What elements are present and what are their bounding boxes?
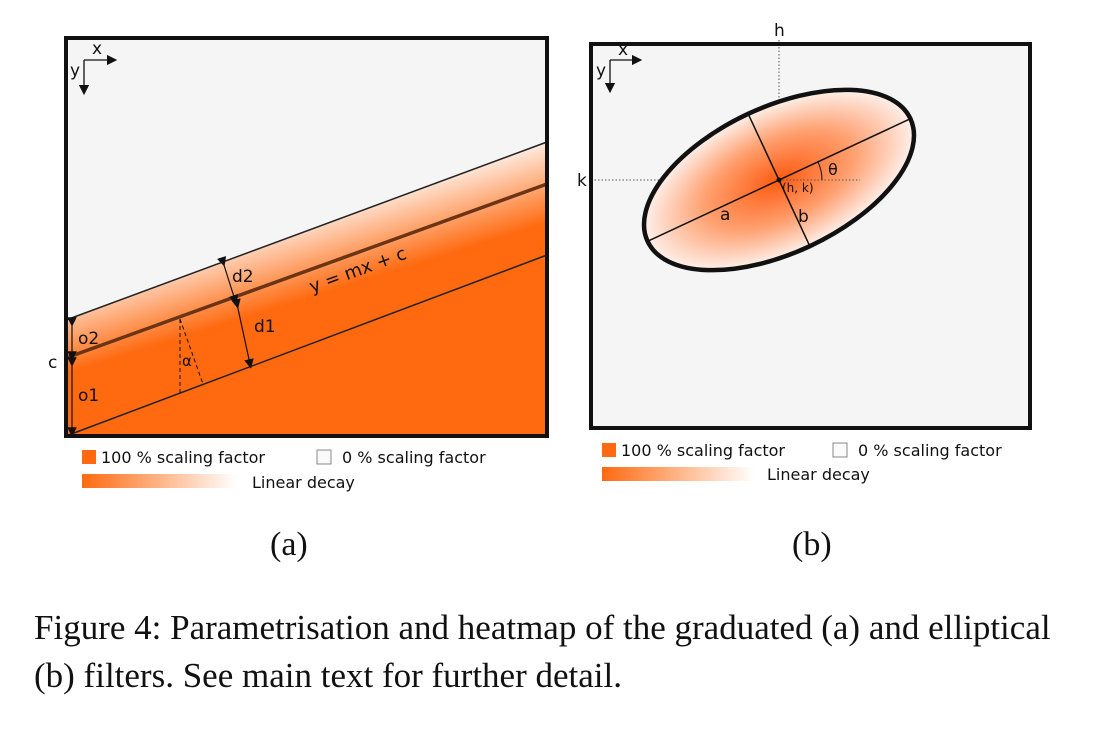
alpha-label: α bbox=[182, 352, 192, 370]
legend-zero-label-b: 0 % scaling factor bbox=[858, 441, 1002, 460]
theta-arc bbox=[817, 161, 823, 181]
upper-boundary-line bbox=[65, 141, 548, 321]
center-label: (h, k) bbox=[782, 181, 814, 195]
panel-b-border bbox=[589, 42, 1032, 430]
theta-label: θ bbox=[828, 160, 838, 179]
legend-full-label: 100 % scaling factor bbox=[101, 448, 265, 467]
legend-decay-swatch bbox=[82, 474, 237, 488]
axis-x-label-b: x bbox=[618, 40, 628, 60]
legend-a: 100 % scaling factor 0 % scaling factor … bbox=[82, 448, 486, 492]
legend-decay-label: Linear decay bbox=[252, 473, 355, 492]
axes-indicator: x y bbox=[70, 39, 118, 96]
decay-band bbox=[66, 142, 547, 436]
legend-full-label-b: 100 % scaling factor bbox=[621, 441, 785, 460]
a-label: a bbox=[720, 205, 730, 225]
axis-x-label: x bbox=[92, 39, 102, 59]
b-label: b bbox=[798, 207, 809, 227]
axis-y-label-b: y bbox=[596, 61, 606, 81]
panel-b: h k (h, k) a b θ x y 100 % scaling facto… bbox=[577, 21, 1032, 563]
d2-arrow bbox=[216, 255, 239, 305]
panel-b-sublabel: (b) bbox=[792, 526, 832, 563]
alpha-perpendicular bbox=[179, 318, 204, 385]
o2-label: o2 bbox=[78, 329, 99, 349]
h-label: h bbox=[774, 21, 785, 41]
legend-zero-label: 0 % scaling factor bbox=[342, 448, 486, 467]
panel-a: x y c o2 o1 d2 d1 α y = mx + c 100 % sca… bbox=[48, 36, 549, 563]
legend-decay-label-b: Linear decay bbox=[767, 465, 870, 484]
legend-zero-swatch bbox=[316, 449, 332, 465]
lower-boundary-line bbox=[65, 254, 548, 437]
d1-label: d1 bbox=[254, 317, 276, 337]
k-label: k bbox=[577, 171, 587, 191]
panel-a-sublabel: (a) bbox=[270, 526, 308, 563]
d1-arrow bbox=[231, 298, 254, 369]
legend-full-swatch bbox=[82, 450, 96, 464]
d2-label: d2 bbox=[232, 267, 254, 287]
legend-b: 100 % scaling factor 0 % scaling factor … bbox=[602, 441, 1002, 484]
legend-full-swatch-b bbox=[602, 443, 616, 457]
panel-a-border bbox=[64, 36, 549, 438]
axes-indicator-b: x y bbox=[596, 40, 643, 94]
o1-label: o1 bbox=[78, 386, 99, 406]
figure-caption: Figure 4: Parametrisation and heatmap of… bbox=[34, 608, 1051, 695]
legend-decay-swatch-b bbox=[602, 467, 754, 481]
axis-y-label: y bbox=[70, 61, 80, 81]
main-line bbox=[65, 182, 548, 360]
legend-zero-swatch-b bbox=[832, 442, 848, 458]
center-point bbox=[776, 177, 782, 183]
intercept-label: c bbox=[48, 353, 57, 373]
